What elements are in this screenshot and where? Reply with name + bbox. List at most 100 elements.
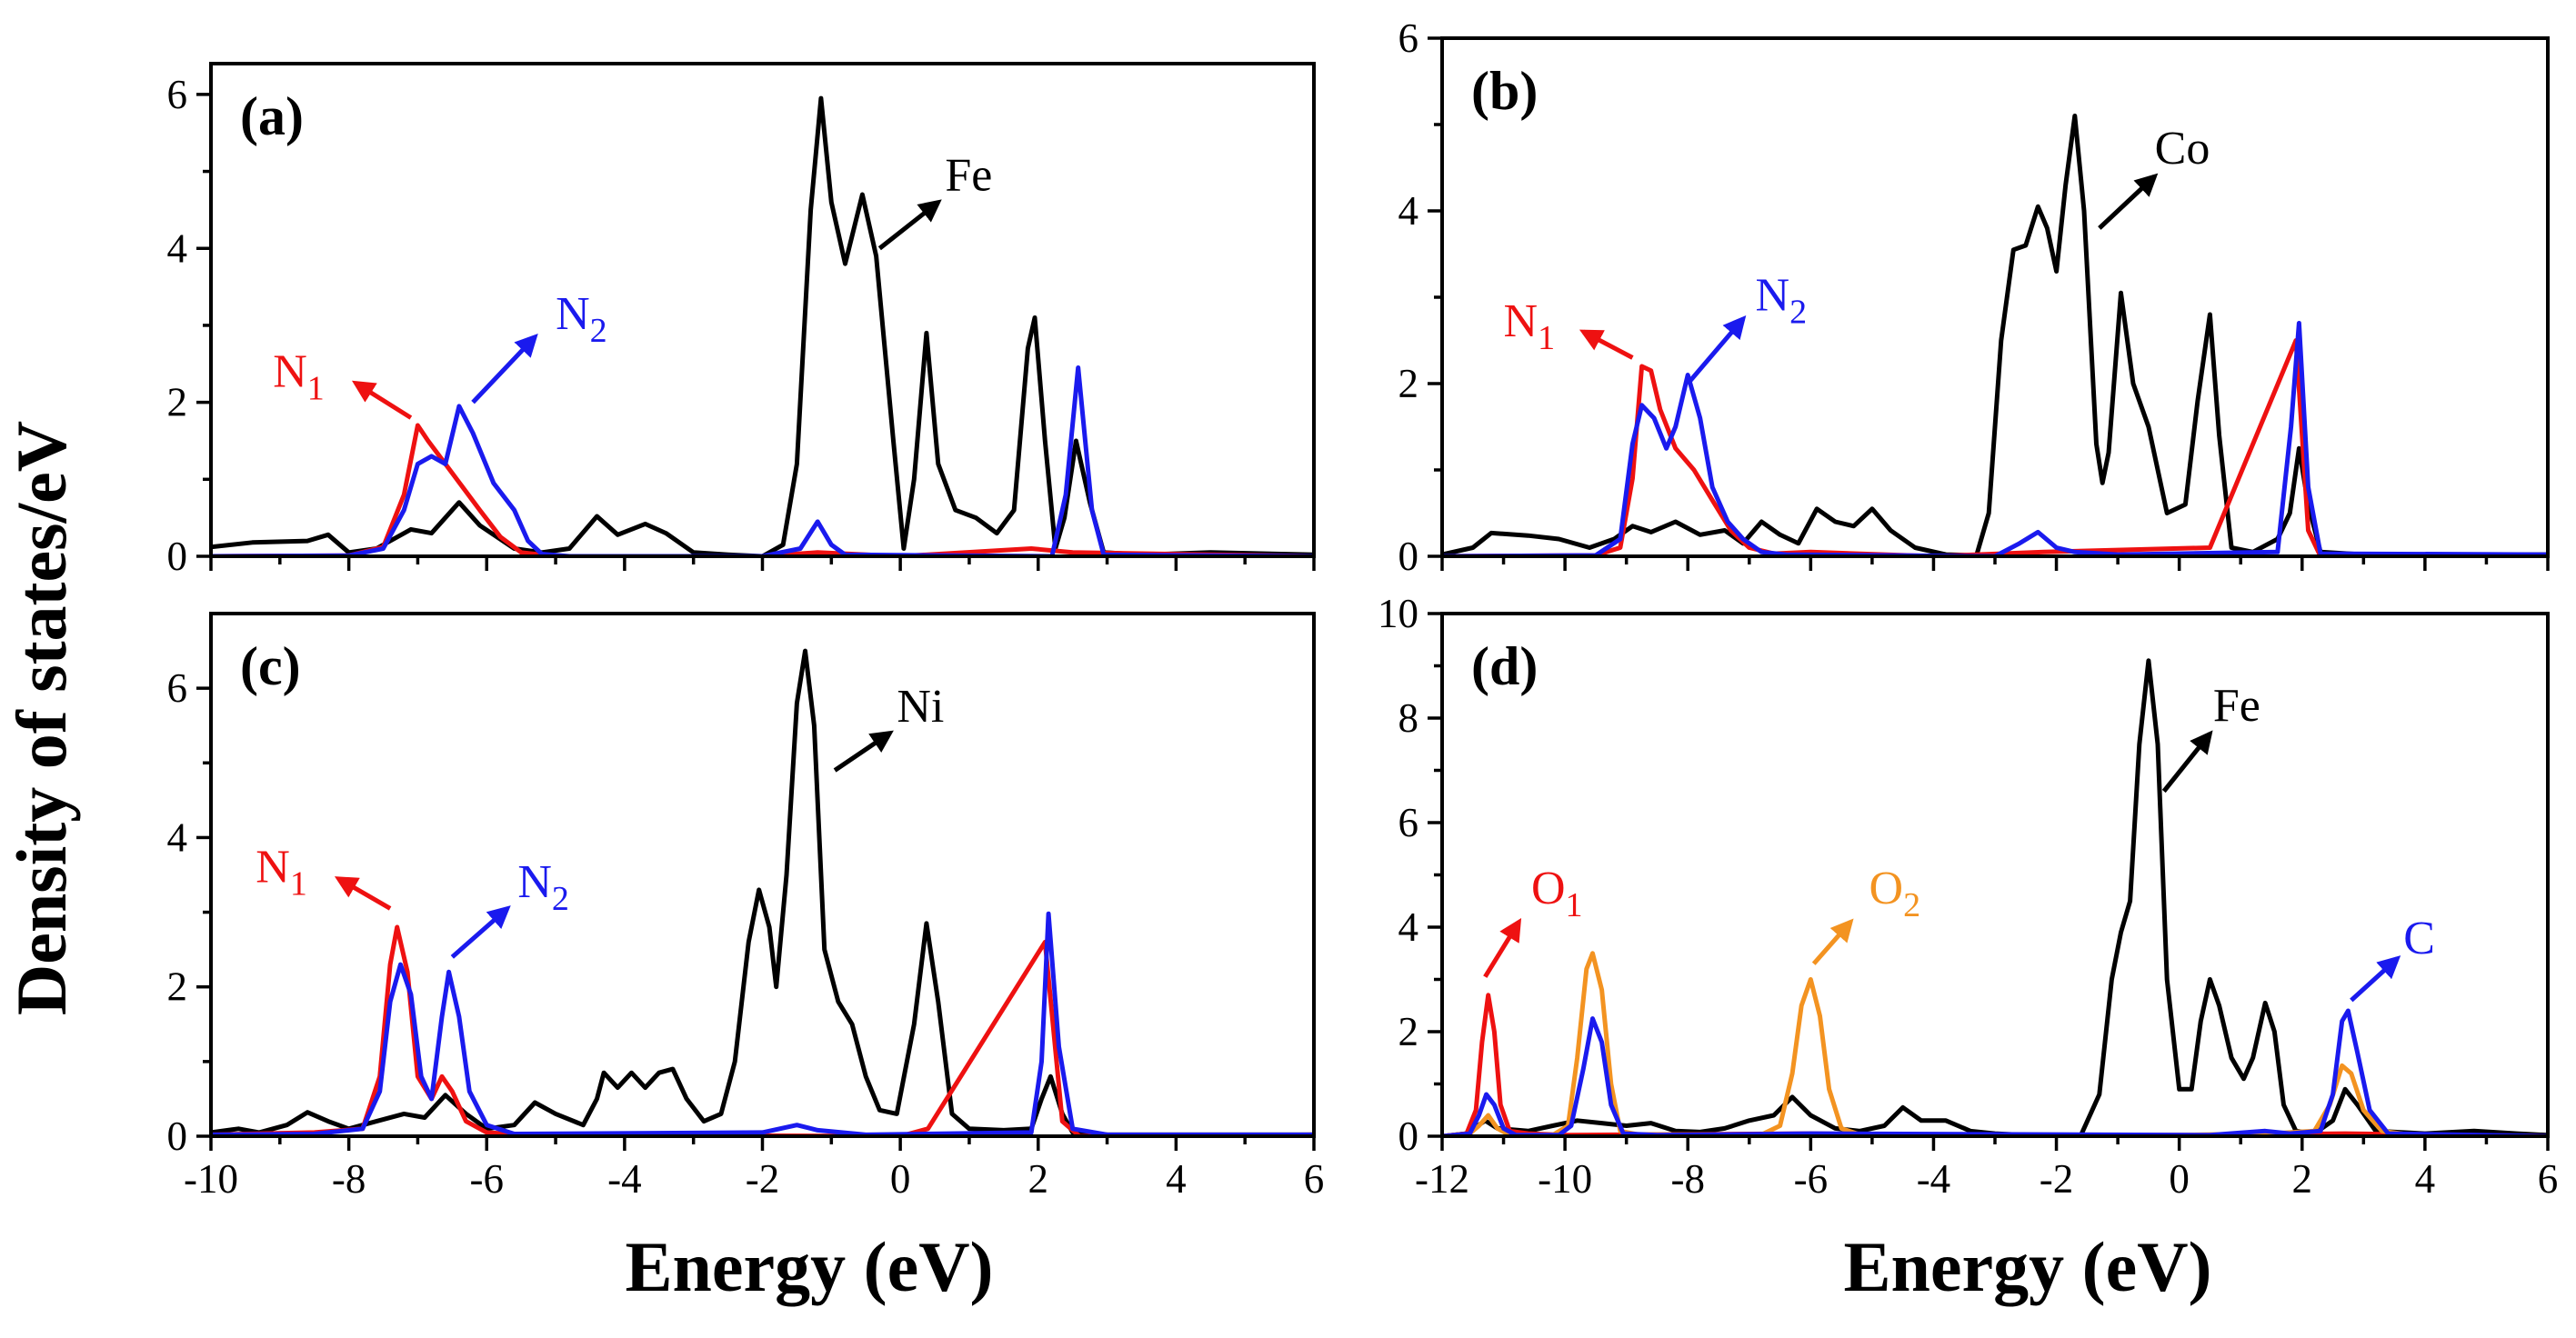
annotation-label-o2-d: O2	[1869, 863, 1921, 924]
annotation-label-n1-c: N1	[256, 842, 307, 904]
annotation-arrow-ni-c	[833, 730, 894, 773]
annotation-subscript: 2	[1903, 886, 1920, 924]
y-axis-title: Density of states/eV	[2, 421, 81, 1015]
series-n2-b	[1442, 321, 2548, 556]
annotation-main-text: Fe	[2213, 680, 2260, 732]
y-tick-label-b: 6	[1398, 15, 1419, 61]
x-tick-label-d: 6	[2538, 1156, 2559, 1202]
annotation-main-text: N	[256, 842, 290, 894]
series-group-d	[1442, 658, 2548, 1136]
annotation-subscript: 1	[1538, 319, 1555, 357]
y-tick-label-c: 4	[167, 814, 188, 860]
annotation-label-c-d: C	[2403, 913, 2435, 964]
annotation-arrow-n1-b	[1579, 329, 1634, 360]
x-tick-label-c: 0	[890, 1156, 911, 1202]
annotation-subscript: 1	[1566, 886, 1583, 924]
annotation-main-text: N	[517, 856, 552, 908]
x-tick-label-d: 2	[2292, 1156, 2313, 1202]
annotation-label-fe-a: Fe	[945, 150, 992, 202]
y-tick-label-d: 8	[1398, 695, 1419, 741]
series-fe-d	[1442, 658, 2548, 1136]
annotation-label-n2-a: N2	[556, 288, 607, 350]
annotation-main-text: O	[1869, 863, 1904, 914]
annotation-subscript: 2	[590, 312, 607, 350]
series-n1-c	[211, 924, 1314, 1136]
y-tick-label-b: 2	[1398, 361, 1419, 406]
x-tick-label-c: -10	[184, 1156, 238, 1202]
plot-frame-a	[209, 62, 1316, 558]
x-axis-title-right: Energy (eV)	[1843, 1227, 2211, 1306]
x-tick-label-c: -4	[607, 1156, 642, 1202]
x-tick-label-c: 6	[1304, 1156, 1325, 1202]
panel-label-c: (c)	[240, 636, 301, 696]
y-tick-label-a: 4	[167, 225, 188, 271]
y-tick-label-a: 0	[167, 534, 188, 579]
annotation-arrow-o2-d	[1811, 918, 1854, 965]
x-tick-label-c: -6	[470, 1156, 505, 1202]
series-n1-b	[1442, 338, 2548, 556]
panel-label-d: (d)	[1471, 636, 1538, 696]
y-tick-label-a: 6	[167, 72, 188, 117]
x-tick-label-c: -8	[332, 1156, 366, 1202]
x-tick-label-d: -10	[1538, 1156, 1592, 1202]
panel-b: 0 2 4 6 (b) Co N1 N2	[1398, 15, 2550, 579]
annotation-arrow-c-d	[2350, 955, 2401, 1003]
series-group-c	[211, 648, 1314, 1136]
annotation-label-co-b: Co	[2155, 123, 2210, 175]
annotation-subscript: 2	[1789, 293, 1807, 331]
annotation-main-text: C	[2403, 913, 2435, 964]
x-tick-label-d: -4	[1917, 1156, 1951, 1202]
panel-label-b: (b)	[1471, 61, 1538, 121]
x-tick-label-c: 4	[1166, 1156, 1187, 1202]
x-tick-label-d: -12	[1415, 1156, 1469, 1202]
plot-frame-c	[209, 612, 1316, 1138]
y-tick-label-a: 2	[167, 380, 188, 425]
y-tick-label-d: 6	[1398, 800, 1419, 845]
annotation-arrow-n2-b	[1686, 315, 1747, 385]
x-tick-label-d: -8	[1670, 1156, 1705, 1202]
annotation-arrow-o1-d	[1483, 917, 1522, 978]
x-tick-label-c: -2	[746, 1156, 780, 1202]
x-tick-label-d: 4	[2415, 1156, 2436, 1202]
annotation-label-n1-b: N1	[1504, 295, 1556, 357]
series-group-a	[211, 95, 1314, 556]
annotation-arrow-n1-c	[334, 876, 392, 911]
y-tick-label-c: 6	[167, 665, 188, 711]
annotation-arrow-n2-c	[450, 905, 511, 959]
series-ni-c	[211, 648, 1314, 1136]
annotation-arrow-n2-a	[471, 334, 538, 404]
plot-frame-d	[1440, 612, 2550, 1138]
annotation-main-text: Fe	[945, 150, 992, 202]
series-group-b	[1442, 114, 2548, 556]
x-tick-label-d: 0	[2169, 1156, 2190, 1202]
y-tick-label-b: 0	[1398, 534, 1419, 579]
series-n2-a	[211, 365, 1314, 556]
annotation-label-fe-d: Fe	[2213, 680, 2260, 732]
y-tick-label-c: 0	[167, 1113, 188, 1159]
annotation-subscript: 1	[307, 370, 325, 408]
y-tick-label-d: 4	[1398, 904, 1419, 950]
annotation-main-text: N	[273, 346, 307, 398]
annotation-label-n1-a: N1	[273, 346, 325, 408]
plot-frame-b	[1440, 36, 2550, 558]
annotation-main-text: O	[1531, 863, 1566, 914]
annotation-arrow-co-b	[2098, 173, 2159, 230]
panel-label-a: (a)	[240, 86, 304, 146]
y-tick-label-d: 10	[1378, 591, 1418, 636]
annotation-main-text: Co	[2155, 123, 2210, 175]
series-o2-d	[1442, 951, 2548, 1136]
series-fe-a	[211, 95, 1314, 556]
annotation-main-text: N	[556, 288, 590, 340]
y-tick-label-b: 4	[1398, 188, 1419, 234]
annotation-arrow-fe-a	[877, 199, 942, 251]
x-axis-title-left: Energy (eV)	[625, 1227, 993, 1306]
series-co-b	[1442, 114, 2548, 556]
series-n1-a	[211, 423, 1314, 556]
annotation-label-ni-c: Ni	[897, 681, 944, 733]
annotation-main-text: Ni	[897, 681, 944, 733]
annotation-label-n2-b: N2	[1756, 269, 1808, 331]
